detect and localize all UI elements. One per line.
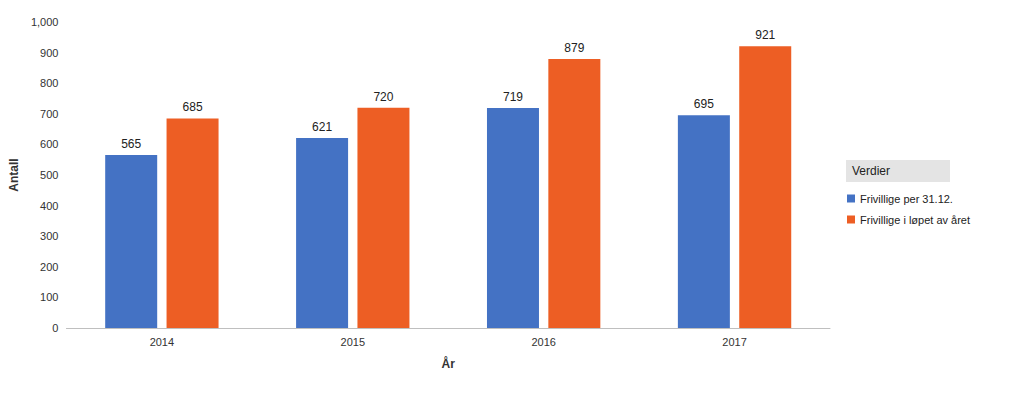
svg-text:600: 600 (40, 138, 58, 150)
svg-text:695: 695 (694, 97, 714, 111)
svg-text:Verdier: Verdier (852, 164, 890, 178)
svg-text:1,000: 1,000 (31, 16, 59, 28)
svg-text:Frivillige i løpet av året: Frivillige i løpet av året (860, 214, 970, 226)
svg-text:400: 400 (40, 200, 58, 212)
svg-text:2014: 2014 (150, 336, 174, 348)
svg-text:300: 300 (40, 230, 58, 242)
svg-text:685: 685 (183, 100, 203, 114)
svg-text:879: 879 (564, 41, 584, 55)
svg-text:921: 921 (755, 28, 775, 42)
svg-text:700: 700 (40, 108, 58, 120)
svg-text:720: 720 (373, 90, 393, 104)
svg-text:719: 719 (503, 90, 523, 104)
svg-text:621: 621 (312, 120, 332, 134)
svg-text:900: 900 (40, 47, 58, 59)
svg-text:Frivillige per 31.12.: Frivillige per 31.12. (860, 193, 953, 205)
svg-text:100: 100 (40, 291, 58, 303)
svg-text:2016: 2016 (531, 336, 555, 348)
svg-text:År: År (442, 356, 456, 371)
svg-text:0: 0 (52, 322, 58, 334)
svg-text:565: 565 (121, 137, 141, 151)
svg-text:200: 200 (40, 261, 58, 273)
svg-text:2015: 2015 (341, 336, 365, 348)
svg-text:500: 500 (40, 169, 58, 181)
svg-text:Antall: Antall (7, 158, 21, 191)
svg-text:2017: 2017 (722, 336, 746, 348)
svg-text:800: 800 (40, 77, 58, 89)
